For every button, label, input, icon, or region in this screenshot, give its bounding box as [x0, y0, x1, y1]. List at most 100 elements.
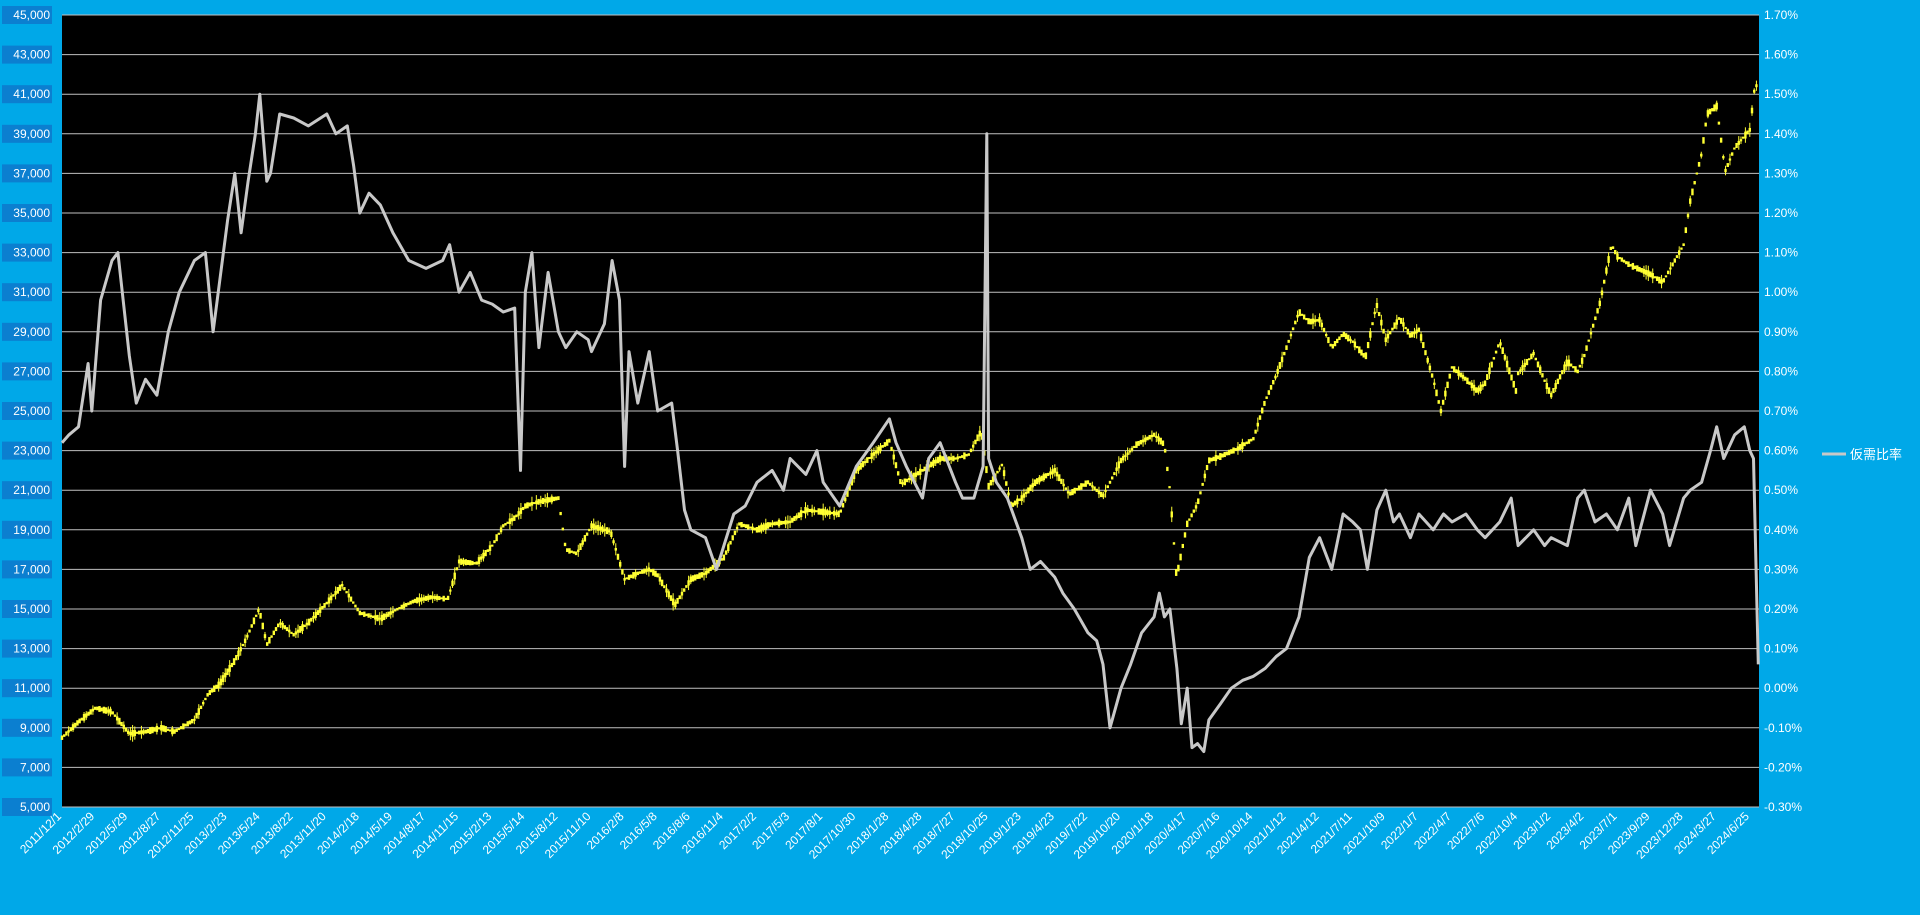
- right-tick-label: 0.80%: [1764, 364, 1798, 378]
- price-candle: [471, 560, 474, 566]
- price-candle: [254, 614, 258, 617]
- price-candle: [541, 497, 545, 505]
- price-candle: [698, 572, 701, 579]
- price-candle: [1322, 327, 1326, 333]
- price-candle: [1466, 377, 1469, 385]
- price-candle: [199, 705, 203, 710]
- price-candle: [1093, 486, 1096, 491]
- price-candle: [1168, 486, 1171, 489]
- left-tick-label: 13,000: [13, 642, 50, 656]
- price-candle: [1252, 437, 1255, 441]
- price-candle: [1011, 502, 1015, 507]
- price-candle: [1110, 476, 1114, 480]
- left-tick-label: 29,000: [13, 325, 50, 339]
- price-candle: [1435, 389, 1438, 397]
- price-candle: [1278, 361, 1282, 369]
- price-candle: [1298, 309, 1301, 317]
- price-candle: [839, 509, 843, 513]
- price-candle: [1682, 243, 1685, 247]
- price-candle: [74, 722, 77, 728]
- price-candle: [497, 532, 501, 535]
- left-tick-box: [2, 283, 52, 302]
- price-candle: [574, 551, 578, 556]
- price-candle: [625, 577, 629, 580]
- price-candle: [411, 599, 414, 604]
- left-tick-box: [2, 124, 52, 143]
- price-candle: [365, 613, 368, 617]
- price-candle: [1163, 448, 1167, 453]
- price-candle: [1033, 479, 1037, 487]
- price-candle: [149, 727, 152, 735]
- left-tick-box: [2, 600, 52, 618]
- price-candle: [502, 524, 505, 528]
- price-candle: [446, 595, 450, 600]
- price-candle: [1047, 472, 1050, 476]
- price-candle: [1307, 318, 1310, 325]
- price-candle: [733, 530, 737, 536]
- price-candle: [1347, 334, 1350, 342]
- price-candle: [162, 725, 165, 732]
- price-candle: [921, 469, 924, 472]
- price-candle: [1267, 390, 1271, 395]
- price-candle: [1082, 483, 1085, 487]
- price-candle: [861, 461, 865, 468]
- price-candle: [1362, 353, 1365, 358]
- price-candle: [356, 607, 359, 612]
- price-candle: [1733, 147, 1736, 150]
- price-candle: [585, 532, 589, 536]
- price-candle: [1208, 457, 1211, 464]
- price-candle: [363, 611, 366, 617]
- price-candle: [283, 625, 287, 630]
- left-tick-box: [2, 679, 52, 698]
- price-candle: [669, 595, 673, 601]
- price-candle: [138, 730, 141, 735]
- price-candle: [885, 439, 889, 446]
- price-candles: [60, 80, 1758, 742]
- price-candle: [352, 601, 355, 604]
- price-candle: [1088, 482, 1092, 486]
- price-candle: [153, 727, 156, 732]
- left-tick-label: 35,000: [13, 206, 50, 220]
- price-candle: [1064, 487, 1068, 490]
- price-candle: [1673, 258, 1676, 263]
- price-candle: [627, 574, 631, 580]
- price-candle: [1441, 399, 1445, 405]
- price-candle: [729, 540, 732, 545]
- price-candle: [175, 728, 178, 732]
- price-candle: [1258, 415, 1262, 420]
- price-candle: [473, 562, 476, 565]
- price-candle: [1627, 261, 1630, 268]
- price-candle: [969, 448, 973, 453]
- price-candle: [1174, 569, 1178, 576]
- price-candle: [1294, 320, 1297, 325]
- price-candle: [1133, 445, 1136, 449]
- price-candle: [773, 521, 776, 526]
- price-candle: [1040, 475, 1043, 482]
- price-candle: [1086, 480, 1090, 485]
- left-tick-label: 43,000: [13, 48, 50, 62]
- price-candle: [1583, 353, 1586, 358]
- price-candle: [230, 662, 234, 668]
- price-candle: [1430, 373, 1434, 378]
- price-candle: [630, 574, 633, 579]
- price-candle: [1664, 275, 1668, 278]
- price-candle: [1680, 247, 1683, 250]
- price-candle: [1161, 440, 1165, 446]
- price-candle: [144, 729, 148, 734]
- left-tick-label: 27,000: [13, 364, 50, 378]
- price-candle: [1243, 442, 1246, 447]
- price-candle: [393, 609, 397, 612]
- price-candle: [78, 718, 81, 724]
- price-candle: [1106, 485, 1109, 489]
- price-candle: [641, 569, 644, 574]
- price-candle: [252, 617, 256, 625]
- price-candle: [1530, 353, 1533, 360]
- price-candle: [268, 637, 271, 644]
- price-candle: [1711, 108, 1714, 112]
- price-candle: [1424, 350, 1427, 356]
- ratio-series: [60, 92, 1760, 754]
- price-candle: [69, 727, 73, 732]
- left-tick-label: 21,000: [13, 483, 50, 497]
- price-candle: [579, 543, 582, 551]
- price-candle: [899, 479, 902, 485]
